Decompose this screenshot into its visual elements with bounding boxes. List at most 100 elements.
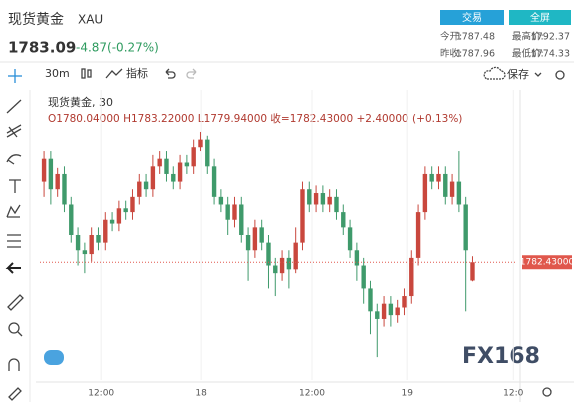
candle-body — [211, 166, 217, 197]
x-tick-label: 12:00 — [299, 389, 325, 399]
candle-body — [334, 196, 339, 213]
x-tick-label: 18 — [195, 389, 207, 399]
interval[interactable]: 30m — [45, 67, 70, 80]
candle-body — [82, 250, 88, 255]
stat: 今开: — [440, 31, 462, 43]
candle-body — [75, 235, 81, 251]
candle-body — [293, 242, 298, 270]
candle-body — [239, 204, 244, 235]
candle-body — [368, 288, 373, 312]
candle-body — [198, 139, 203, 148]
candle-body — [266, 242, 271, 266]
candle-body — [327, 196, 332, 205]
candle-body — [157, 158, 162, 167]
candle-body — [279, 257, 285, 274]
candle-body — [109, 219, 115, 224]
candle-body — [456, 181, 462, 205]
candle-body — [143, 181, 149, 190]
x-tick-label: 19 — [401, 389, 413, 399]
candle-body — [164, 158, 169, 174]
x-tick-label: 12:0 — [503, 389, 523, 399]
stat: 最低价: — [512, 48, 544, 60]
trade-button[interactable] — [440, 10, 504, 25]
save[interactable]: 保存 — [507, 67, 529, 81]
last-price-label: 1782.43000 — [520, 258, 574, 268]
x-tick-label: 12:00 — [88, 389, 114, 399]
candle-body — [137, 181, 142, 197]
candle-body — [286, 257, 292, 270]
candle-body — [232, 204, 237, 220]
stat: 最高价: — [512, 31, 544, 43]
indicator-icon[interactable] — [105, 68, 123, 79]
instrument-name: 现货黄金 — [8, 11, 64, 28]
candle-body — [463, 204, 468, 251]
candle-body — [361, 265, 366, 289]
candle-body — [422, 173, 428, 213]
save-menu[interactable] — [534, 72, 542, 77]
candle-body — [307, 189, 312, 205]
stat: 1787.48 — [456, 32, 495, 43]
candle-body — [96, 235, 101, 243]
candle-body — [41, 158, 47, 182]
candle-body — [48, 158, 54, 190]
instrument-code: XAU — [78, 13, 103, 27]
legend-ohlc: O1780.04000 H1783.22000 L1779.94000 收=17… — [48, 112, 462, 125]
watermark: FX168 — [462, 344, 540, 369]
candle-body — [225, 204, 230, 220]
candle-body — [402, 296, 407, 308]
candle-body — [443, 173, 448, 197]
candle-body — [409, 257, 414, 297]
candle-body — [381, 303, 387, 319]
candle-body — [354, 250, 360, 266]
candle-body — [130, 196, 135, 213]
candle-body — [150, 166, 156, 190]
candle-icon[interactable] — [81, 68, 92, 79]
candle-body — [259, 227, 264, 243]
candle-body — [470, 262, 475, 281]
cloud-icon[interactable] — [483, 66, 506, 80]
axis-settings[interactable] — [542, 387, 552, 397]
candle-body — [341, 212, 346, 228]
candle-body — [388, 303, 394, 316]
stat: 昨收: — [440, 48, 462, 60]
trade-label[interactable]: 交易 — [462, 11, 482, 24]
price-change: -4.87(-0.27%) — [76, 41, 159, 55]
candle-body — [103, 219, 108, 243]
candle-body — [415, 212, 421, 258]
candle-body — [429, 173, 434, 182]
price: 1783.09 — [8, 39, 76, 57]
left-toolbar — [5, 69, 31, 402]
candle-body — [123, 208, 128, 213]
legend-name: 现货黄金, 30 — [48, 95, 113, 109]
redo[interactable] — [186, 68, 197, 79]
candle-body — [177, 162, 183, 182]
candle-body — [320, 193, 326, 205]
plot — [41, 90, 514, 380]
candle-body — [375, 311, 380, 319]
cloud-badge[interactable] — [44, 350, 64, 365]
candle-body — [395, 307, 400, 316]
indicators[interactable]: 指标 — [126, 66, 148, 80]
candle-body — [245, 235, 251, 251]
settings[interactable] — [555, 70, 565, 80]
candle-body — [116, 208, 122, 224]
fullscreen-button[interactable] — [509, 10, 571, 25]
candle-body — [218, 196, 224, 205]
candle-body — [449, 181, 455, 197]
candle-body — [62, 173, 67, 205]
candle-body — [171, 173, 176, 182]
last-price-tag — [522, 255, 572, 270]
candle-body — [55, 173, 60, 190]
candle-body — [313, 193, 319, 205]
candle-body — [436, 173, 441, 182]
fullscreen-label[interactable]: 全屏 — [530, 11, 550, 24]
candle-body — [273, 265, 278, 274]
candle-body — [205, 139, 210, 167]
candle-body — [191, 147, 196, 167]
candle-body — [347, 227, 353, 251]
stat: 1792.37 — [531, 32, 570, 43]
candle-body — [69, 204, 74, 235]
candle-body — [252, 227, 258, 251]
undo[interactable] — [165, 68, 176, 79]
